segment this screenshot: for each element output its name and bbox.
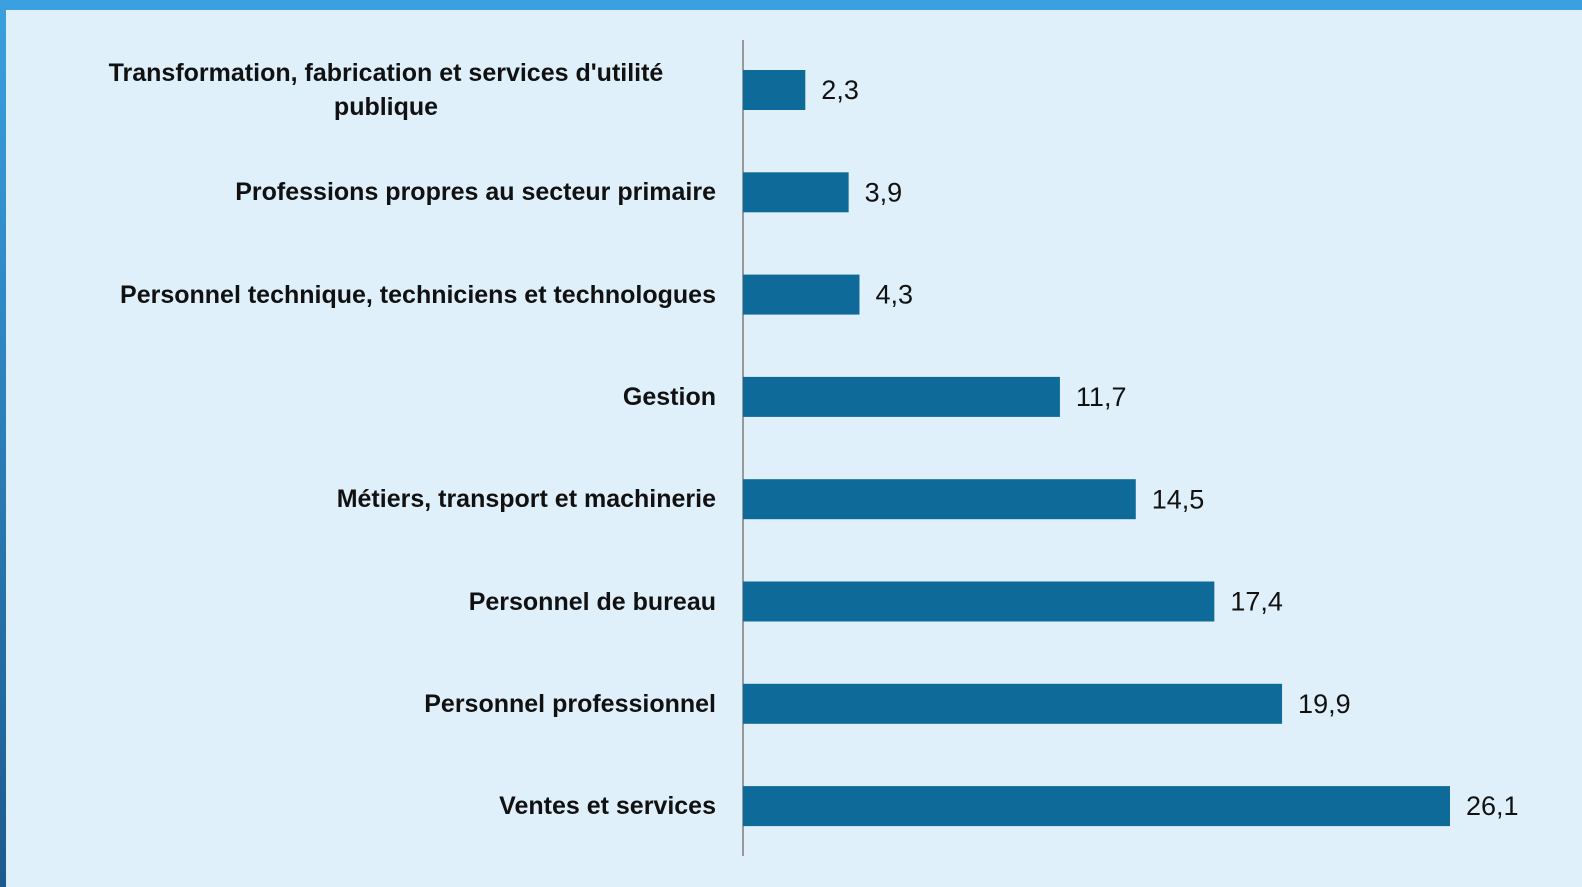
data-label: 19,9 xyxy=(1298,689,1351,719)
bar xyxy=(743,172,849,213)
category-label: Ventes et services xyxy=(499,789,716,823)
data-label: 3,9 xyxy=(865,177,903,207)
category-text: Ventes et services xyxy=(499,792,716,821)
bar xyxy=(743,479,1136,520)
category-label: Gestion xyxy=(623,380,716,414)
category-label: Transformation, fabrication et services … xyxy=(56,56,716,124)
bar xyxy=(743,376,1060,417)
category-text: Personnel professionnel xyxy=(424,689,716,718)
data-label: 2,3 xyxy=(821,75,859,105)
left-bar xyxy=(0,0,6,887)
top-bar xyxy=(0,0,1582,10)
category-text: Métiers, transport et machinerie xyxy=(336,485,716,514)
category-text: Transformation, fabrication et services … xyxy=(108,59,664,121)
data-label: 26,1 xyxy=(1466,791,1519,821)
data-label: 11,7 xyxy=(1076,382,1127,412)
category-text: Personnel de bureau xyxy=(468,587,716,616)
category-label: Personnel technique, techniciens et tech… xyxy=(120,278,716,312)
bar xyxy=(743,70,806,110)
bar xyxy=(743,683,1283,724)
category-text: Personnel technique, techniciens et tech… xyxy=(120,280,716,309)
category-label: Personnel de bureau xyxy=(469,585,716,619)
category-label: Personnel professionnel xyxy=(424,687,716,721)
bar xyxy=(743,274,860,315)
category-text: Gestion xyxy=(622,382,716,411)
category-label: Professions propres au secteur primaire xyxy=(235,175,716,209)
category-text: Professions propres au secteur primaire xyxy=(235,178,716,207)
category-label: Métiers, transport et machinerie xyxy=(337,482,716,516)
bar xyxy=(743,581,1215,622)
data-label: 17,4 xyxy=(1230,587,1283,617)
data-label: 14,5 xyxy=(1152,484,1205,514)
data-label: 4,3 xyxy=(875,280,913,310)
bar xyxy=(743,786,1450,827)
